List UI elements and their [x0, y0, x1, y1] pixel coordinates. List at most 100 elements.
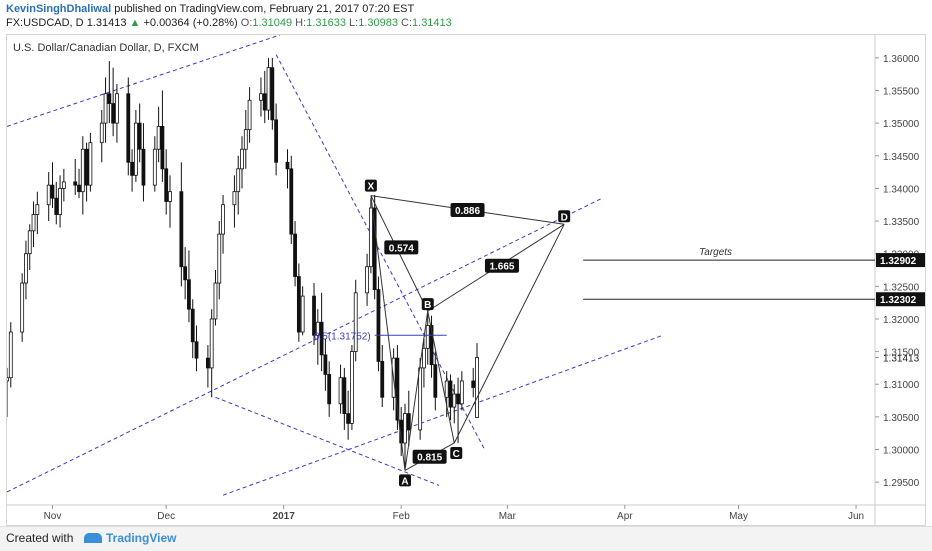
- pattern-point-badge: [421, 298, 434, 311]
- candle-body: [368, 207, 373, 268]
- candle-body: [433, 364, 438, 398]
- candle-body: [99, 122, 104, 144]
- trend-channel-line: [7, 197, 603, 493]
- x-tick-label: Feb: [393, 511, 411, 522]
- candle-body: [425, 325, 430, 349]
- price-chart[interactable]: U.S. Dollar/Canadian Dollar, D, FXCM 1.36…: [7, 35, 925, 525]
- candle-body: [236, 168, 241, 193]
- footer-bar: Created with TradingView: [0, 526, 932, 551]
- pattern-point-label: C: [453, 449, 460, 460]
- tradingview-cloud-icon: [84, 533, 102, 543]
- pattern-leg-XA: [370, 195, 406, 471]
- chart-title: U.S. Dollar/Canadian Dollar, D, FXCM: [13, 42, 199, 54]
- candle-body: [475, 357, 479, 418]
- close-value: 1.31413: [412, 17, 452, 29]
- target-price-badge: [876, 253, 925, 268]
- candle-body: [243, 129, 248, 150]
- candle-body: [376, 289, 381, 362]
- candle-body: [338, 377, 343, 405]
- candle-body: [179, 191, 184, 268]
- candle-body: [130, 161, 134, 176]
- y-tick-label: 1.32500: [883, 282, 920, 293]
- candle-body: [152, 148, 157, 186]
- y-tick-label: 1.32000: [883, 315, 920, 326]
- candle-body: [406, 413, 411, 431]
- trend-channel-line: [7, 35, 281, 127]
- open-value: 1.31049: [252, 17, 293, 29]
- ratio-badge: [484, 258, 519, 273]
- candle-body: [31, 214, 36, 232]
- candle-body: [350, 351, 354, 424]
- candle-body: [103, 93, 108, 124]
- candle-body: [232, 191, 237, 206]
- candle-body: [7, 377, 9, 382]
- y-tick-label: 1.34500: [883, 152, 920, 163]
- trend-channel-line: [215, 396, 440, 486]
- low-value: 1.30983: [358, 17, 398, 29]
- ratio-badge: [450, 202, 485, 217]
- candle-body: [126, 93, 131, 163]
- candle-body: [77, 184, 81, 193]
- target-price-badge: [876, 292, 925, 307]
- candle-body: [471, 380, 476, 388]
- candle-body: [300, 295, 305, 333]
- pattern-point-label: B: [424, 300, 431, 311]
- symbol-label: FX:USDCAD, D: [6, 17, 84, 29]
- candle-body: [372, 207, 377, 290]
- x-tick-label: Jun: [848, 511, 864, 522]
- header-line-1: KevinSinghDhaliwal published on TradingV…: [6, 3, 414, 15]
- candle-body: [448, 380, 453, 408]
- candle-body: [80, 148, 85, 193]
- pattern-leg-AB: [404, 311, 429, 471]
- y-tick-label: 1.35000: [883, 119, 920, 130]
- candle-body: [141, 148, 146, 186]
- candle-body: [205, 357, 210, 369]
- candle-body: [133, 122, 138, 176]
- ratio-label: 0.574: [389, 243, 414, 254]
- candle-body: [84, 148, 89, 186]
- candle-body: [312, 295, 316, 336]
- x-tick-label: Apr: [617, 511, 633, 522]
- author-link[interactable]: KevinSinghDhaliwal: [6, 3, 112, 15]
- ratio-label: 0.815: [417, 453, 442, 464]
- x-tick-label: Mar: [499, 511, 517, 522]
- candle-body: [190, 308, 195, 343]
- candle-body: [418, 367, 423, 431]
- pattern-point-badge: [364, 179, 377, 192]
- candle-body: [8, 331, 13, 379]
- created-with-text: Created with: [6, 531, 74, 545]
- candle-body: [187, 279, 191, 310]
- candle-body: [327, 374, 332, 405]
- candle-body: [380, 360, 385, 398]
- candle-body: [46, 184, 51, 206]
- x-tick-label: May: [729, 511, 748, 522]
- candle-body: [456, 393, 460, 405]
- candle-body: [323, 354, 328, 375]
- tradingview-logo[interactable]: TradingView: [84, 531, 176, 545]
- candle-body: [168, 191, 172, 202]
- candle-body: [160, 125, 165, 170]
- candle-body: [24, 253, 28, 284]
- candle-body: [194, 341, 199, 359]
- y-tick-label: 1.31500: [883, 348, 920, 359]
- current-price-label: 1.31413: [883, 353, 920, 364]
- up-arrow-icon: ▲: [129, 17, 141, 29]
- candle-body: [58, 188, 62, 215]
- candle-body: [115, 93, 119, 124]
- chart-panel[interactable]: U.S. Dollar/Canadian Dollar, D, FXCM 1.36…: [6, 34, 926, 526]
- candle-body: [213, 282, 218, 320]
- candle-body: [270, 67, 275, 121]
- pattern-point-badge: [398, 474, 411, 487]
- candle-body: [459, 380, 464, 405]
- candle-body: [452, 393, 457, 408]
- x-tick-label: 2017: [273, 511, 296, 522]
- candle-body: [274, 119, 279, 163]
- candle-body: [315, 321, 320, 336]
- target-price-label: 1.32902: [880, 256, 917, 267]
- candle-body: [342, 377, 347, 415]
- candle-body: [395, 357, 400, 421]
- candle-body: [266, 67, 271, 111]
- candle-body: [319, 321, 324, 356]
- ratio-label: 0.886: [455, 206, 480, 217]
- candle-body: [221, 204, 225, 235]
